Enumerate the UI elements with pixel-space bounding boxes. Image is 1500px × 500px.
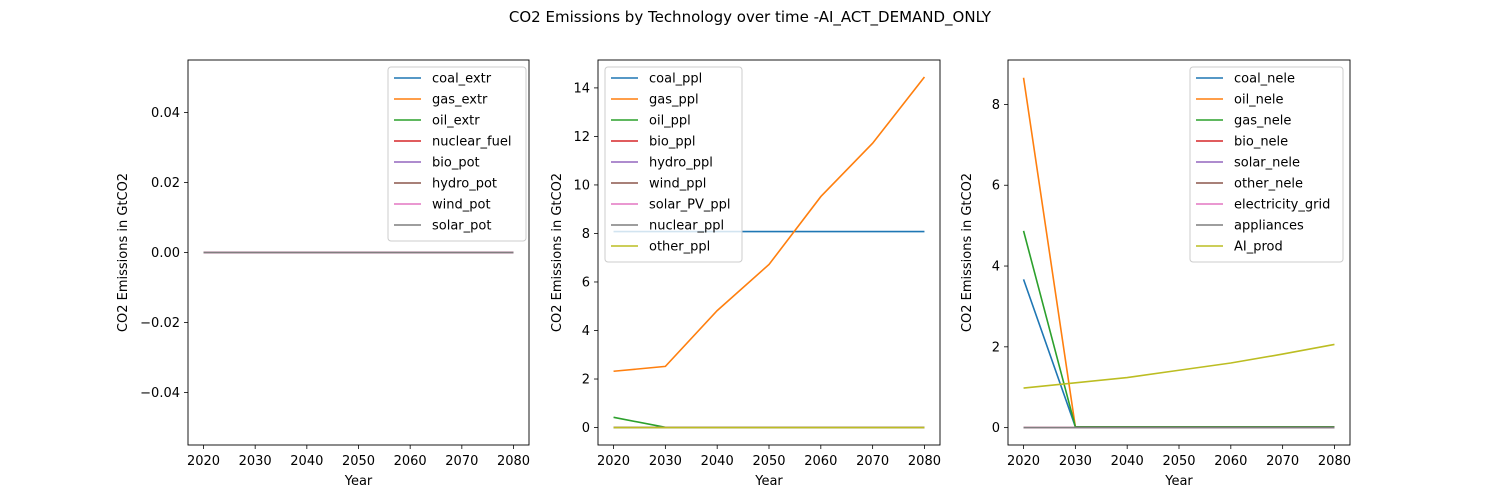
x-axis-label: Year (754, 474, 783, 489)
y-tick-label: 8 (582, 227, 590, 242)
figure-suptitle: CO2 Emissions by Technology over time -A… (509, 8, 992, 27)
legend-label: oil_ppl (649, 114, 691, 129)
x-tick-label: 2080 (1318, 454, 1351, 469)
legend-label: hydro_pot (432, 177, 497, 192)
y-tick-label: 0 (992, 421, 1000, 436)
y-tick-label: 2 (582, 373, 590, 388)
x-tick-label: 2040 (701, 454, 734, 469)
x-tick-label: 2040 (1111, 454, 1144, 469)
legend-label: oil_nele (1234, 93, 1284, 108)
y-tick-label: 0.04 (151, 106, 180, 121)
y-tick-label: 8 (992, 98, 1000, 113)
x-tick-label: 2030 (239, 454, 272, 469)
legend-label: other_ppl (649, 240, 710, 255)
legend: coal_ppl gas_ppl oil_ppl bio_ppl hydro_pplwi… (605, 67, 742, 262)
legend-label: nuclear_ppl (649, 219, 724, 234)
legend-label: gas_nele (1234, 114, 1291, 129)
legend-label: wind_ppl (649, 177, 706, 192)
x-tick-label: 2030 (1059, 454, 1092, 469)
legend-label: gas_extr (432, 93, 488, 108)
legend-label: wind_pot (432, 198, 491, 213)
y-tick-label: 2 (992, 340, 1000, 355)
legend-label: coal_extr (432, 72, 492, 87)
y-tick-label: 0.02 (151, 176, 180, 191)
legend-label: oil_extr (432, 114, 480, 129)
legend-label: AI_prod (1234, 240, 1283, 255)
legend-label: solar_nele (1234, 156, 1300, 171)
y-tick-label: −0.02 (140, 316, 180, 331)
x-tick-label: 2030 (649, 454, 682, 469)
legend-label: electricity_grid (1234, 198, 1330, 213)
y-tick-label: 6 (582, 275, 590, 290)
legend-label: bio_pot (432, 156, 480, 171)
x-tick-label: 2020 (187, 454, 220, 469)
x-axis-label: Year (1164, 474, 1193, 489)
x-tick-label: 2020 (1007, 454, 1040, 469)
y-tick-label: 4 (992, 260, 1000, 275)
y-tick-label: 6 (992, 179, 1000, 194)
legend-label: coal_ppl (649, 72, 702, 87)
legend-label: solar_pot (432, 219, 491, 234)
legend-label: hydro_ppl (649, 156, 713, 171)
x-axis-label: Year (344, 474, 373, 489)
y-axis-label: CO2 Emissions in GtCO2 (960, 173, 975, 332)
legend-label: bio_ppl (649, 135, 695, 150)
x-tick-label: 2040 (290, 454, 323, 469)
x-tick-label: 2080 (908, 454, 941, 469)
y-tick-label: 14 (573, 81, 590, 96)
y-tick-label: 0 (582, 421, 590, 436)
legend-label: gas_ppl (649, 93, 699, 108)
y-tick-label: 0.00 (151, 246, 180, 261)
x-tick-label: 2060 (1214, 454, 1247, 469)
legend: coal_extr gas_extr oil_extr nuclear_fuelbio… (388, 67, 526, 241)
y-tick-label: 12 (573, 130, 590, 145)
x-tick-label: 2060 (394, 454, 427, 469)
legend-label: nuclear_fuel (432, 135, 511, 150)
legend-label: appliances (1234, 219, 1304, 234)
legend-label: coal_nele (1234, 72, 1295, 87)
legend: coal_nele oil_nele gas_nele bio_nele solar_n… (1190, 67, 1343, 262)
y-tick-label: 4 (582, 324, 590, 339)
legend-label: bio_nele (1234, 135, 1288, 150)
y-axis-label: CO2 Emissions in GtCO2 (550, 173, 565, 332)
y-tick-label: −0.04 (140, 386, 180, 401)
x-tick-label: 2050 (1162, 454, 1195, 469)
x-tick-label: 2080 (497, 454, 530, 469)
legend-label: other_nele (1234, 177, 1303, 192)
x-tick-label: 2070 (1266, 454, 1299, 469)
x-tick-label: 2060 (804, 454, 837, 469)
x-tick-label: 2050 (342, 454, 375, 469)
legend-label: solar_PV_ppl (649, 198, 731, 213)
y-tick-label: 10 (573, 178, 590, 193)
y-axis-label: CO2 Emissions in GtCO2 (116, 173, 131, 332)
x-tick-label: 2070 (445, 454, 478, 469)
x-tick-label: 2050 (752, 454, 785, 469)
x-tick-label: 2070 (856, 454, 889, 469)
x-tick-label: 2020 (597, 454, 630, 469)
